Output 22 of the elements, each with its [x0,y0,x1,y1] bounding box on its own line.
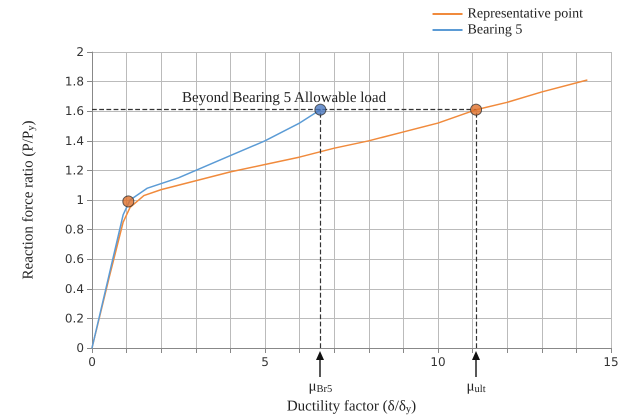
y-tick-label: 1 [76,193,84,207]
y-tick-label: 1.2 [64,163,84,178]
y-axis-title: Reaction force ratio (P/Py) [20,120,37,280]
y-tick-label: 0.4 [64,282,84,296]
x-tick-label: 15 [603,355,619,369]
x-tick-label: 10 [430,355,446,369]
x-tick-label: 5 [261,355,269,369]
legend-label: Representative point [468,6,584,22]
y-tick-label: 0.2 [64,311,84,326]
y-tick-label: 1.4 [64,134,84,148]
x-axis-title: Ductility factor (δ/δy) [286,398,416,415]
annotation: Beyond Bearing 5 Allowable load [182,90,387,106]
y-tick-label: 1.8 [64,74,84,89]
legend-label: Bearing 5 [468,22,522,38]
y-tick-label: 0.8 [64,222,84,237]
y-tick-label: 0 [76,341,84,355]
y-tick-label: 0.6 [64,252,84,266]
y-tick-label: 1.6 [64,104,84,118]
x-tick-label: 0 [88,355,96,369]
text: μult [466,378,486,395]
y-tick-label: 2 [76,45,84,59]
text: μBr5 [308,378,332,395]
